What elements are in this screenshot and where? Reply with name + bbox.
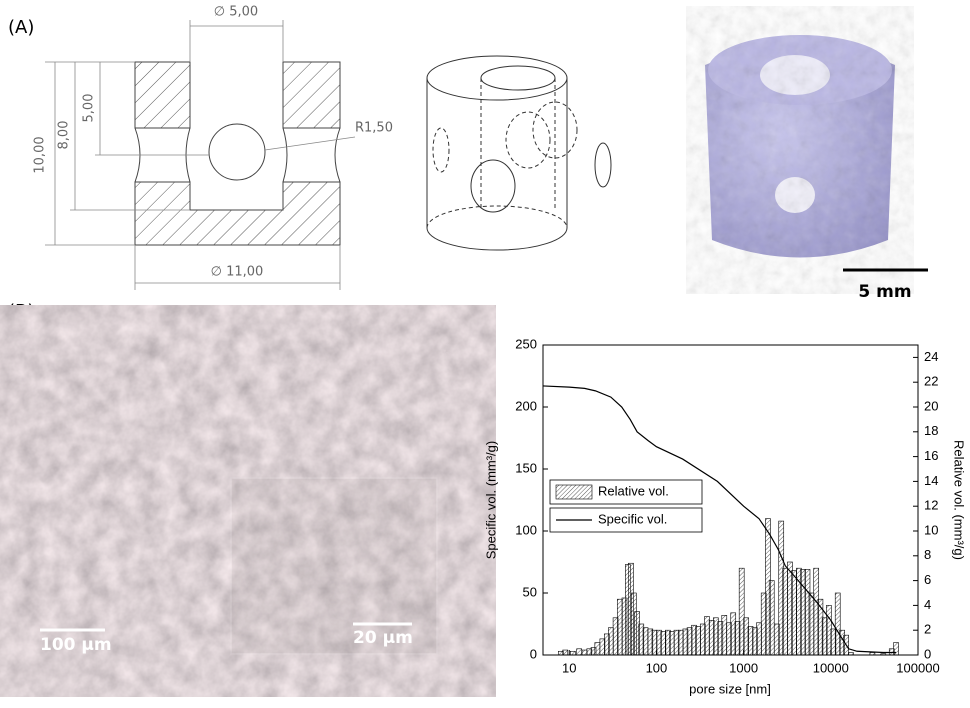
bar — [594, 642, 601, 656]
x-axis-label: pore size [nm] — [689, 681, 771, 696]
bar — [782, 567, 789, 656]
section-drawing — [45, 20, 356, 290]
bar — [791, 570, 797, 656]
bar — [869, 652, 876, 656]
bar — [848, 652, 854, 656]
bar — [570, 650, 576, 656]
bar — [893, 642, 899, 656]
dimension-label: R1,50 — [355, 121, 393, 136]
y-tick-label: 50 — [523, 584, 537, 599]
wireframe-drawing — [426, 55, 612, 251]
bar — [576, 648, 582, 656]
x-tick-label: 10 — [562, 660, 576, 675]
y2-tick-label: 4 — [924, 597, 931, 612]
y-tick-label: 200 — [515, 398, 537, 413]
bar — [616, 598, 623, 656]
legend-label: Specific vol. — [598, 511, 667, 526]
bar — [668, 631, 675, 656]
line — [542, 385, 897, 654]
bar — [756, 622, 762, 656]
y2-tick-label: 10 — [924, 522, 938, 537]
bar — [608, 627, 614, 656]
y-tick-label: 250 — [515, 336, 537, 351]
y-tick-label: 100 — [515, 522, 537, 537]
panel-label: (A) — [8, 17, 34, 38]
bar — [704, 616, 710, 656]
y2-tick-label: 0 — [924, 646, 931, 661]
bar — [721, 615, 728, 656]
bar — [695, 626, 701, 656]
sem-image — [14, 338, 452, 664]
y2-tick-label: 16 — [924, 448, 938, 463]
scale-label: 100 µm — [40, 635, 112, 655]
y2-axis-label: Relative vol. (mm³/g) — [952, 440, 967, 560]
bar — [562, 649, 569, 656]
scale-label: 20 µm — [353, 628, 413, 648]
dimension-label: 10,00 — [33, 136, 48, 173]
pore-size-chart: pore size [nm] Specific vol. (mm³/g) Rel… — [483, 336, 966, 696]
y2-tick-label: 18 — [924, 423, 938, 438]
bar — [581, 649, 588, 656]
dimension-label: ∅ 11,00 — [211, 265, 264, 280]
bar — [808, 592, 815, 656]
y2-tick-label: 14 — [924, 473, 938, 488]
y2-tick-label: 2 — [924, 622, 931, 637]
panel-label: (B) — [8, 301, 34, 322]
panel-label: (C) — [455, 311, 482, 332]
y2-tick-label: 20 — [924, 398, 938, 413]
dimension-label: 5,00 — [82, 94, 97, 123]
dimension-label: 8,00 — [57, 121, 72, 150]
y2-tick-label: 8 — [924, 547, 931, 562]
scale-label: 5 mm — [858, 282, 911, 302]
bar — [880, 653, 887, 656]
y-axis-label: Specific vol. (mm³/g) — [483, 441, 498, 559]
x-tick-label: 10000 — [813, 660, 849, 675]
legend-label: Relative vol. — [598, 483, 669, 498]
x-tick-label: 100 — [646, 660, 668, 675]
y-tick-label: 150 — [515, 460, 537, 475]
bar — [738, 567, 745, 656]
bar — [677, 629, 684, 656]
legend-swatch — [555, 484, 593, 500]
bar — [768, 580, 775, 656]
y2-tick-label: 24 — [924, 349, 938, 364]
y2-tick-label: 12 — [924, 498, 938, 513]
x-tick-label: 100000 — [896, 660, 939, 675]
y-tick-label: 0 — [530, 646, 537, 661]
bar — [642, 627, 649, 656]
x-tick-label: 1000 — [729, 660, 758, 675]
y2-tick-label: 22 — [924, 374, 938, 389]
dimension-label: ∅ 5,00 — [214, 5, 258, 20]
y2-tick-label: 6 — [924, 572, 931, 587]
bar — [834, 592, 841, 656]
scaffold-photo — [705, 30, 895, 270]
